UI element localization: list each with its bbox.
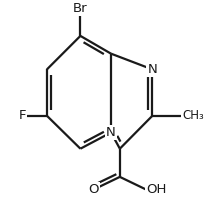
- Text: N: N: [106, 126, 116, 139]
- Text: N: N: [148, 63, 157, 76]
- Text: CH₃: CH₃: [182, 109, 204, 122]
- Text: Br: Br: [73, 2, 88, 15]
- Text: OH: OH: [146, 183, 167, 196]
- Text: O: O: [88, 183, 99, 196]
- Text: F: F: [19, 109, 26, 122]
